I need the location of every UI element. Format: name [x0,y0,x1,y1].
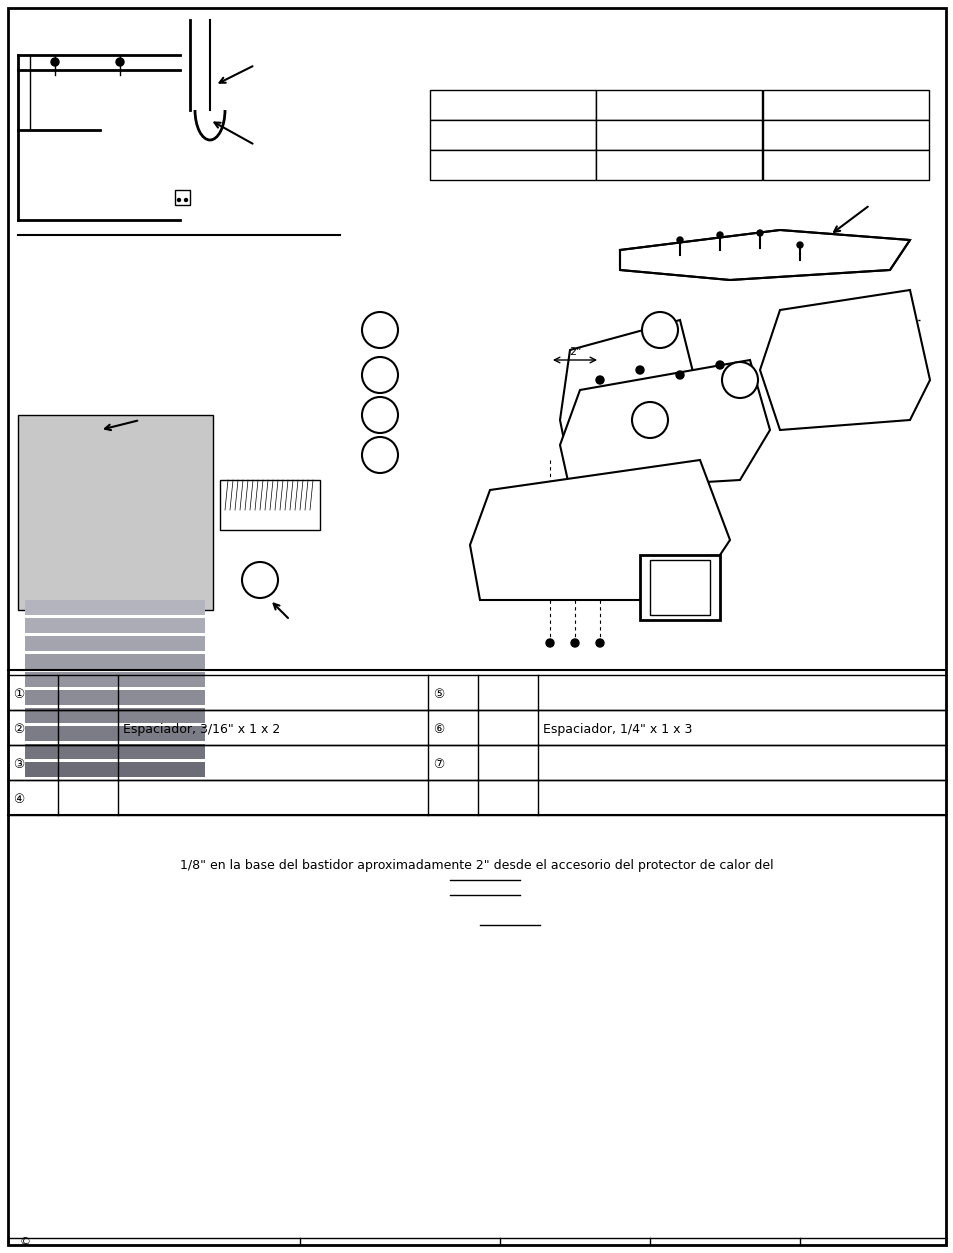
Bar [430,120,596,150]
Text: 2": 2" [568,347,580,357]
Text: ⑤: ⑤ [433,688,444,700]
Circle shape [545,639,554,647]
Text: ④: ④ [13,793,24,806]
Circle shape [184,198,188,202]
Bar [596,90,761,120]
Circle shape [571,639,578,647]
Bar [596,120,761,150]
Circle shape [116,58,124,66]
Bar [25,690,205,705]
Circle shape [242,563,277,598]
Circle shape [361,437,397,472]
Polygon shape [559,360,769,490]
Text: ①: ① [13,688,24,700]
Polygon shape [619,231,909,279]
Bar [430,150,596,180]
Bar [174,190,190,205]
Circle shape [641,312,678,348]
Bar [762,90,928,120]
Circle shape [757,231,762,236]
Bar [762,120,928,150]
Circle shape [717,232,722,238]
Circle shape [631,402,667,439]
Bar [639,555,720,620]
Text: ③: ③ [13,758,24,771]
Circle shape [796,242,802,248]
Bar [649,560,709,615]
Bar [18,415,213,610]
Text: 1/8" en la base del bastidor aproximadamente 2" desde el accesorio del protector: 1/8" en la base del bastidor aproximadam… [180,858,773,872]
Circle shape [177,198,180,202]
Text: ②: ② [13,723,24,736]
Bar [25,600,205,615]
Bar [25,654,205,669]
Circle shape [676,371,683,378]
Circle shape [51,58,59,66]
Bar [25,672,205,687]
Bar [25,744,205,759]
Circle shape [361,397,397,434]
Bar [596,150,761,180]
Bar [25,618,205,633]
Bar [25,725,205,741]
Circle shape [636,366,643,373]
Circle shape [596,376,603,383]
Text: ⑥: ⑥ [433,723,444,736]
Bar [25,762,205,777]
Circle shape [677,237,682,243]
Bar [762,150,928,180]
Polygon shape [559,320,700,480]
Bar [220,480,319,530]
Circle shape [361,357,397,393]
Polygon shape [470,460,729,600]
Text: ⑦: ⑦ [433,758,444,771]
Circle shape [721,362,758,398]
Text: ©: © [20,1237,30,1247]
Text: Espaciador, 1/4" x 1 x 3: Espaciador, 1/4" x 1 x 3 [542,723,692,736]
Bar [25,708,205,723]
Bar [25,637,205,652]
Bar [430,90,596,120]
Circle shape [716,361,723,368]
Circle shape [361,312,397,348]
Polygon shape [760,289,929,430]
Text: Espaciador, 3/16" x 1 x 2: Espaciador, 3/16" x 1 x 2 [123,723,280,736]
Circle shape [596,639,603,647]
